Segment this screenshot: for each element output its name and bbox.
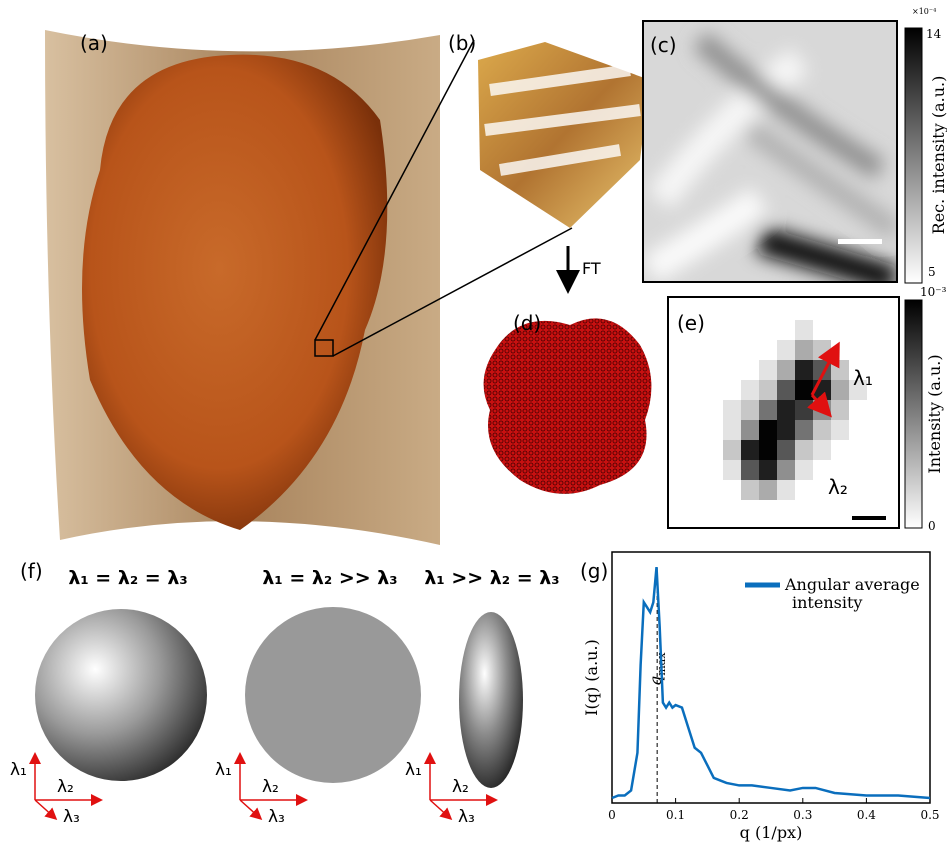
pixel — [831, 400, 849, 420]
pixel — [723, 400, 741, 420]
pixel — [795, 460, 813, 480]
eigen-label: λ₂ — [828, 475, 848, 499]
pixel — [795, 440, 813, 460]
axis-label: λ₃ — [458, 807, 475, 827]
pixel — [759, 400, 777, 420]
x-tick-label: 0 — [608, 808, 616, 822]
pixel — [813, 400, 831, 420]
axis-label: λ₃ — [268, 807, 285, 827]
pixel — [759, 380, 777, 400]
qmax-label: qmax — [646, 652, 668, 686]
colorbar-label: Rec. intensity (a.u.) — [929, 76, 947, 235]
x-tick-label: 0.4 — [857, 808, 876, 822]
panel-label: (f) — [20, 559, 43, 583]
pixel — [777, 400, 795, 420]
equation: λ₁ >> λ₂ = λ₃ — [424, 567, 559, 589]
axis-label: λ₁ — [10, 760, 27, 780]
pixel — [795, 320, 813, 340]
pixel — [795, 400, 813, 420]
axis-label: λ₂ — [57, 777, 74, 797]
axis-label: λ₁ — [215, 760, 232, 780]
pixel — [777, 420, 795, 440]
panel-label: (e) — [677, 311, 705, 335]
equation: λ₁ = λ₂ = λ₃ — [68, 567, 187, 589]
panel-b: (b) FT — [448, 31, 650, 288]
axis-label: λ₃ — [63, 807, 80, 827]
ft-label: FT — [582, 259, 601, 278]
panel-label: (g) — [580, 559, 608, 583]
pixel — [723, 460, 741, 480]
pixel — [759, 440, 777, 460]
pixel — [813, 440, 831, 460]
panel-c: (c) ×10⁻⁴ 14 5 Rec. intensity (a.u.) — [643, 7, 947, 283]
axis-arrow — [35, 800, 55, 818]
panel-d: (d) — [484, 311, 652, 494]
pixel — [795, 380, 813, 400]
colorbar-max: 10⁻³ — [920, 285, 947, 299]
pixel — [759, 460, 777, 480]
pixel — [741, 400, 759, 420]
pixel — [795, 420, 813, 440]
axis-label: λ₁ — [405, 760, 422, 780]
pixel — [795, 340, 813, 360]
pixel — [723, 420, 741, 440]
axis-arrow — [240, 800, 260, 818]
pixel — [741, 380, 759, 400]
figure: (a) (b) FT (c) ×10⁻⁴ 14 5 Rec. intensity… — [0, 0, 947, 850]
y-axis-label: I(q) (a.u.) — [582, 639, 601, 716]
pixel — [741, 460, 759, 480]
pixel — [759, 420, 777, 440]
pixel — [795, 360, 813, 380]
x-tick-label: 0.3 — [793, 808, 812, 822]
panel-g: (g) 0 0.1 0.2 0.3 0.4 0.5 q (1/px) I(q) (a.u.) q… — [580, 552, 940, 842]
colorbar-min: 5 — [928, 265, 936, 279]
panel-label: (c) — [650, 33, 677, 57]
pixel — [777, 340, 795, 360]
pixel — [741, 480, 759, 500]
pixel — [831, 380, 849, 400]
equation: λ₁ = λ₂ >> λ₃ — [262, 567, 397, 589]
pixel — [759, 480, 777, 500]
pixel — [741, 420, 759, 440]
x-tick-label: 0.1 — [666, 808, 685, 822]
axis-label: λ₂ — [452, 777, 469, 797]
panel-label: (b) — [448, 31, 476, 55]
x-axis-label: q (1/px) — [740, 823, 803, 842]
pixel — [813, 420, 831, 440]
pixel — [777, 460, 795, 480]
pixel — [759, 360, 777, 380]
panel-f: (f) λ₁ = λ₂ = λ₃ λ₁ λ₂ λ₃ λ₁ = λ₂ >> λ₃ λ₁ λ₂ λ… — [10, 559, 560, 827]
colorbar-max: 14 — [926, 27, 942, 41]
colorbar-exponent: ×10⁻⁴ — [912, 7, 936, 16]
pixel — [777, 440, 795, 460]
panel-label: (d) — [513, 311, 541, 335]
pixel — [831, 420, 849, 440]
eigen-label: λ₁ — [853, 366, 873, 390]
pixel — [777, 480, 795, 500]
pixel — [777, 360, 795, 380]
axis-arrow — [430, 800, 450, 818]
panel-e: (e) 10⁻³ 0 Intensity (a.u.) λ₁ λ₂ — [668, 285, 947, 533]
pixel — [813, 340, 831, 360]
colorbar-label: Intensity (a.u.) — [925, 354, 944, 473]
panel-label: (a) — [80, 31, 108, 55]
pixel — [777, 380, 795, 400]
x-tick-label: 0.2 — [730, 808, 749, 822]
colorbar-min: 0 — [928, 519, 936, 533]
x-tick-label: 0.5 — [920, 808, 939, 822]
pixel — [723, 440, 741, 460]
pixel — [741, 440, 759, 460]
pixel — [831, 360, 849, 380]
axis-label: λ₂ — [262, 777, 279, 797]
